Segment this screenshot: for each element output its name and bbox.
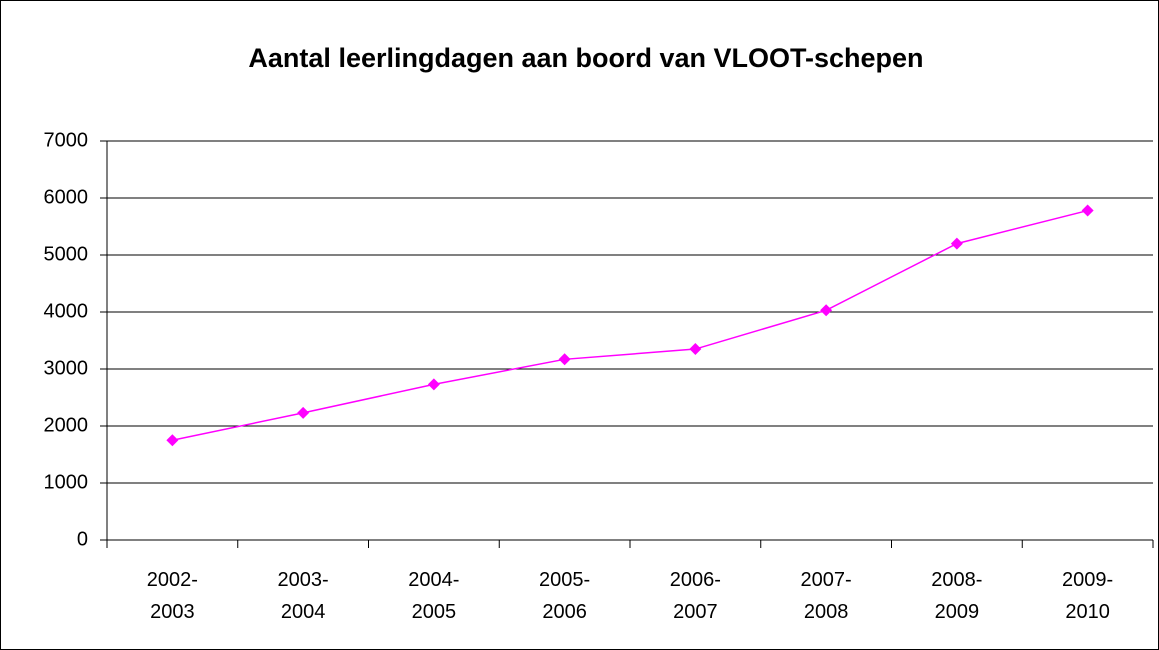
- marker: [1081, 204, 1094, 217]
- x-tick-label: 2006-2007: [669, 569, 721, 623]
- y-tick-label: 6000: [44, 186, 89, 208]
- x-tick-label: 2009-2010: [1062, 569, 1114, 623]
- y-tick-label: 5000: [44, 243, 89, 265]
- marker: [558, 353, 571, 366]
- marker: [297, 406, 310, 419]
- y-tick-label: 2000: [44, 414, 89, 436]
- y-tick-label: 0: [77, 528, 88, 550]
- y-tick-label: 4000: [44, 300, 89, 322]
- y-tick-label: 7000: [44, 129, 89, 151]
- chart-title: Aantal leerlingdagen aan boord van VLOOT…: [248, 43, 923, 73]
- x-tick-label: 2004-2005: [408, 569, 460, 623]
- marker: [166, 434, 179, 447]
- marker: [820, 304, 833, 317]
- marker: [950, 237, 963, 250]
- x-tick-label: 2003-2004: [277, 569, 329, 623]
- marker: [689, 343, 702, 356]
- x-tick-label: 2008-2009: [931, 569, 983, 623]
- x-tick-label: 2007-2008: [800, 569, 852, 623]
- x-tick-label: 2002-2003: [146, 569, 198, 623]
- x-tick-label: 2005-2006: [539, 569, 591, 623]
- marker: [427, 378, 440, 391]
- y-tick-label: 1000: [44, 471, 89, 493]
- y-tick-label: 3000: [44, 357, 89, 379]
- line: [172, 209, 1088, 441]
